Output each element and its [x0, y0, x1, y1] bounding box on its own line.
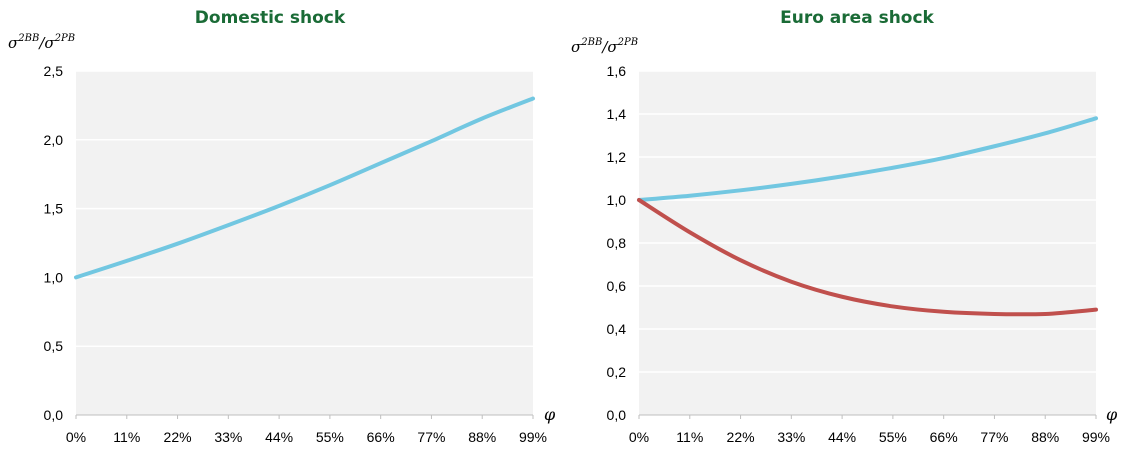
- y-label-symbol: σ: [571, 38, 582, 56]
- x-tick-label: 66%: [367, 429, 395, 445]
- x-tick-label: 55%: [879, 429, 907, 445]
- y-label-superscript: PB: [623, 37, 638, 48]
- chart-title: Euro area shock: [780, 8, 934, 28]
- y-tick-label: 1,5: [44, 201, 64, 217]
- x-tick-label: 11%: [113, 429, 140, 445]
- x-tick-label: 66%: [930, 429, 958, 445]
- y-label-superscript: 2: [54, 33, 61, 44]
- y-tick-label: 2,5: [44, 63, 64, 79]
- x-tick-label: 99%: [519, 429, 547, 445]
- y-axis-label: σ2BB/σ2PB: [8, 33, 75, 52]
- x-tick-label: 88%: [1031, 429, 1059, 445]
- x-tick-label: 0%: [66, 429, 86, 445]
- y-label-superscript: BB: [587, 37, 603, 48]
- y-label-superscript: 2: [17, 33, 24, 44]
- y-tick-label: 1,0: [607, 192, 627, 208]
- y-tick-label: 0,8: [607, 235, 627, 251]
- x-tick-label: 22%: [164, 429, 192, 445]
- y-label-symbol: /: [37, 34, 46, 52]
- y-label-symbol: /: [600, 38, 609, 56]
- series-line-1: [637, 116, 1098, 202]
- y-tick-label: 2,0: [44, 132, 64, 148]
- y-label-superscript: 2: [617, 37, 624, 48]
- y-label-symbol: σ: [607, 38, 618, 56]
- x-tick-label: 88%: [468, 429, 496, 445]
- y-label-symbol: σ: [8, 34, 19, 52]
- y-axis-label: σ2BB/σ2PB: [571, 37, 638, 56]
- y-tick-label: 1,6: [607, 63, 627, 79]
- y-tick-label: 0,4: [607, 321, 627, 337]
- x-tick-label: 22%: [727, 429, 755, 445]
- chart-title: Domestic shock: [195, 8, 346, 28]
- y-label-superscript: BB: [24, 33, 40, 44]
- x-tick-label: 44%: [828, 429, 856, 445]
- y-label-symbol: σ: [44, 34, 55, 52]
- series-line-1: [74, 96, 535, 280]
- y-tick-label: 1,4: [607, 106, 627, 122]
- y-tick-label: 0,5: [44, 338, 64, 354]
- x-tick-label: 0%: [629, 429, 649, 445]
- series-line-2: [637, 198, 1098, 317]
- x-tick-label: 33%: [777, 429, 805, 445]
- y-tick-label: 0,2: [607, 364, 627, 380]
- x-axis-label: φ: [544, 405, 556, 424]
- x-tick-label: 44%: [265, 429, 293, 445]
- y-label-superscript: 2: [580, 37, 587, 48]
- x-tick-label: 77%: [417, 429, 445, 445]
- x-tick-label: 77%: [980, 429, 1008, 445]
- y-tick-label: 0,6: [607, 278, 627, 294]
- x-tick-label: 33%: [214, 429, 242, 445]
- y-tick-label: 1,2: [607, 149, 627, 165]
- x-tick-label: 11%: [676, 429, 703, 445]
- chart-1: 0,0 0,5 1,0 1,5 2,0 2,5 0% 11% 22% 33% 44% 55% 66% 77…: [8, 8, 556, 445]
- x-tick-label: 55%: [316, 429, 344, 445]
- plot-area: [76, 71, 533, 415]
- y-tick-label: 0,0: [607, 407, 627, 423]
- y-tick-label: 1,0: [44, 269, 64, 285]
- x-tick-label: 99%: [1082, 429, 1110, 445]
- y-label-superscript: PB: [60, 33, 75, 44]
- x-axis-label: φ: [1106, 405, 1118, 424]
- y-tick-label: 0,0: [44, 407, 64, 423]
- chart-2: 0,0 0,2 0,4 0,6 0,8 1,0 1,2 1,4 1,6 0% 11% 22% 33% 44…: [571, 8, 1118, 445]
